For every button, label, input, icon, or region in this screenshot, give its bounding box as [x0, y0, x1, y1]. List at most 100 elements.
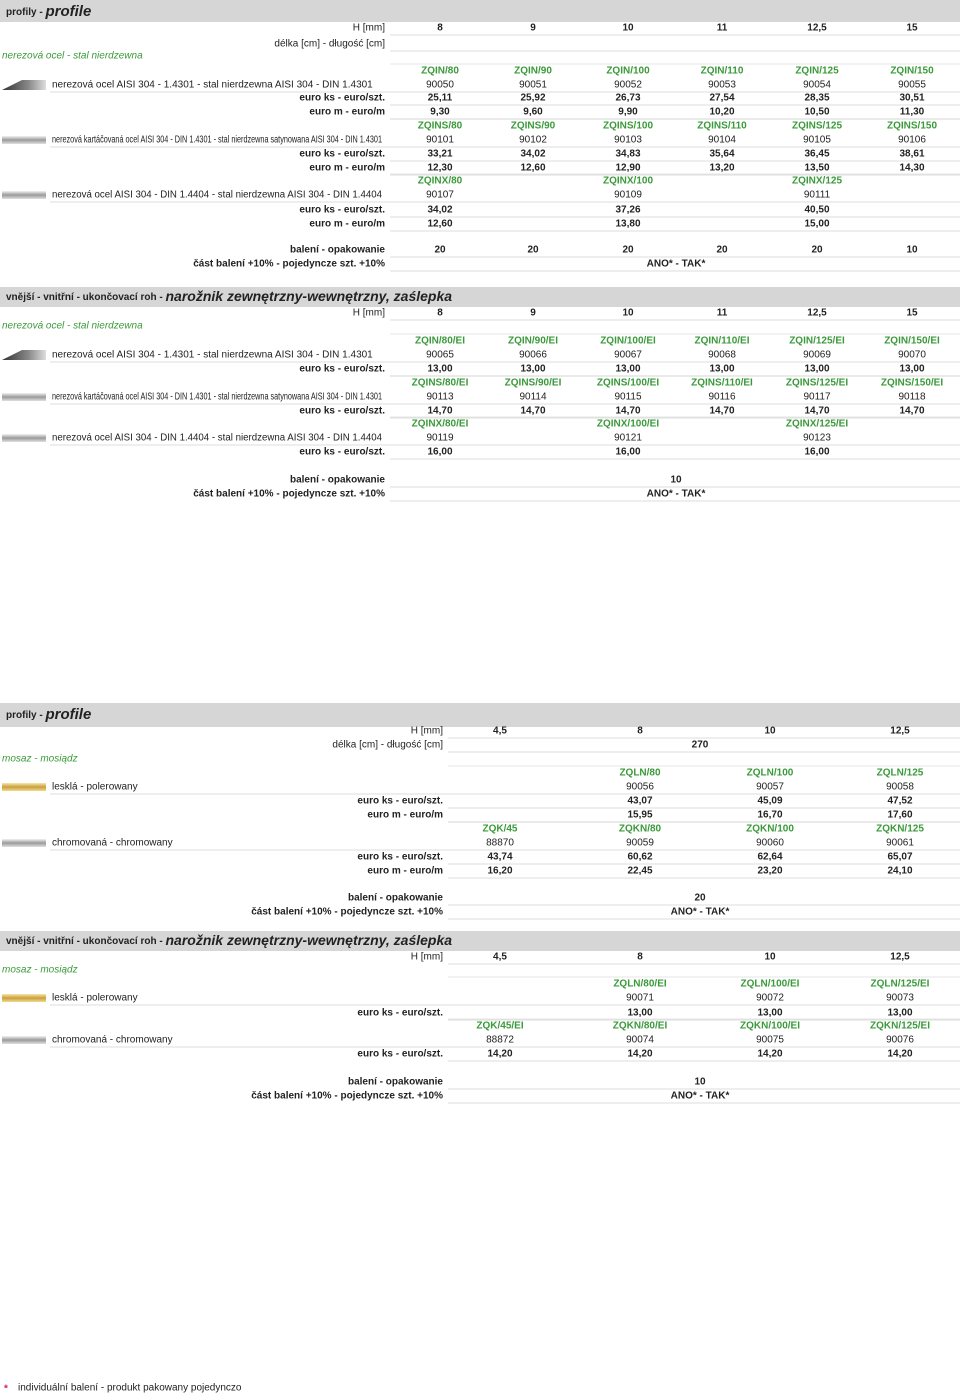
cell-value: 90071 [626, 993, 654, 1004]
product-code: ZQINS/125/EI [786, 378, 848, 389]
product-description: nerezová ocel AISI 304 - 1.4301 - stal n… [52, 350, 373, 361]
cell-value: 90116 [708, 392, 736, 403]
cell-value: 90068 [708, 350, 736, 361]
swatch [2, 393, 46, 401]
cell-value: 20 [527, 245, 539, 256]
product-code: ZQLN/80 [619, 768, 661, 779]
cell-value: 43,74 [487, 852, 512, 863]
product-code: ZQIN/100 [606, 66, 650, 77]
price-label: euro m - euro/m [367, 866, 443, 877]
product-code: ZQKN/125/EI [870, 1021, 930, 1032]
cell-value: 12,60 [520, 163, 545, 174]
cell-value: 65,07 [887, 852, 912, 863]
cell-value: 9,90 [618, 107, 638, 118]
cell-value: 20 [434, 245, 446, 256]
cell-value: 14,70 [520, 406, 545, 417]
cell-value: 45,09 [757, 796, 782, 807]
cell-value: 62,64 [757, 852, 782, 863]
cell-value: ANO* - TAK* [647, 489, 706, 500]
product-code: ZQKN/80/EI [613, 1021, 668, 1032]
cell-value: 14,70 [427, 406, 452, 417]
cell-value: 16,70 [757, 810, 782, 821]
cell-value: 90102 [519, 135, 547, 146]
cell-value: 12,5 [890, 726, 910, 737]
cell-value: 13,00 [627, 1008, 652, 1019]
h-label: H [mm] [353, 23, 385, 34]
title-cz: profily - [6, 7, 45, 18]
cell-value: 90104 [708, 135, 736, 146]
cell-value: 9 [530, 23, 536, 34]
title-pl: narožnik zewnętrzny-wewnętrzny, zaślepka [165, 288, 452, 304]
cell-value: 35,64 [709, 149, 734, 160]
price-label: euro ks - euro/szt. [299, 149, 385, 160]
price-label: euro ks - euro/szt. [357, 796, 443, 807]
cell-value: 88870 [486, 838, 514, 849]
product-code: ZQINS/110 [697, 121, 747, 132]
product-code: ZQINS/80 [418, 121, 463, 132]
pack-label: část balení +10% - pojedyncze szt. +10% [193, 259, 385, 270]
cell-value: 90111 [804, 190, 831, 201]
cell-value: 10 [622, 23, 634, 34]
swatch [2, 434, 46, 442]
product-description: lesklá - polerowany [52, 993, 138, 1004]
cell-value: 28,35 [804, 93, 829, 104]
cell-value: 14,20 [757, 1049, 782, 1060]
product-description: chromovaná - chromowany [52, 838, 173, 849]
cell-value: 90051 [519, 80, 547, 91]
cell-value: 90057 [756, 782, 784, 793]
cell-value: 90075 [756, 1035, 784, 1046]
h-label: H [mm] [411, 952, 443, 963]
cell-value: 14,20 [487, 1049, 512, 1060]
cell-value: 20 [811, 245, 823, 256]
cell-value: 90053 [708, 80, 736, 91]
cell-value: 90123 [803, 433, 831, 444]
price-label: euro ks - euro/szt. [357, 1049, 443, 1060]
product-code: ZQIN/150/EI [884, 336, 940, 347]
section-title: vnější - vnitřní - ukončovací roh - naro… [6, 288, 452, 304]
cell-value: 20 [622, 245, 634, 256]
cell-value: 8 [637, 952, 643, 963]
product-code: ZQINX/100 [603, 176, 653, 187]
cell-value: 15 [906, 308, 918, 319]
swatch [2, 80, 46, 90]
product-code: ZQIN/80 [421, 66, 459, 77]
cell-value: 13,20 [709, 163, 734, 174]
cell-value: 33,21 [427, 149, 452, 160]
cell-value: 90069 [803, 350, 831, 361]
material-label: nerezová ocel - stal nierdzewna [2, 321, 143, 332]
title-pl: narožnik zewnętrzny-wewnętrzny, zaślepka [165, 932, 452, 948]
price-label: euro ks - euro/szt. [299, 406, 385, 417]
cell-value: 9,60 [523, 107, 543, 118]
cell-value: 14,70 [804, 406, 829, 417]
cell-value: 9,30 [430, 107, 450, 118]
cell-value: 9 [530, 308, 536, 319]
h-label: H [mm] [353, 308, 385, 319]
product-code: ZQINS/100 [603, 121, 653, 132]
len-label: délka [cm] - długość [cm] [332, 740, 443, 751]
cell-value: 13,00 [887, 1008, 912, 1019]
cell-value: 16,00 [615, 447, 640, 458]
product-code: ZQINX/80 [418, 176, 463, 187]
cell-value: 8 [437, 308, 443, 319]
cell-value: 90117 [803, 392, 831, 403]
cell-value: 90105 [803, 135, 831, 146]
price-label: euro m - euro/m [309, 107, 385, 118]
cell-value: 12,5 [890, 952, 910, 963]
cell-value: 90076 [886, 1035, 914, 1046]
cell-value: 90101 [426, 135, 454, 146]
product-code: ZQINX/125 [792, 176, 842, 187]
cell-value: 8 [637, 726, 643, 737]
product-code: ZQINS/90 [511, 121, 556, 132]
cell-value: 10 [764, 726, 776, 737]
product-code: ZQINS/150/EI [881, 378, 943, 389]
cell-value: 15,95 [627, 810, 652, 821]
cell-value: 14,30 [899, 163, 924, 174]
cell-value: 15 [906, 23, 918, 34]
pack-label: část balení +10% - pojedyncze szt. +10% [251, 1091, 443, 1102]
price-label: euro m - euro/m [309, 163, 385, 174]
product-code: ZQINX/80/EI [412, 419, 469, 430]
cell-value: 36,45 [804, 149, 829, 160]
cell-value: 16,20 [487, 866, 512, 877]
cell-value: 60,62 [627, 852, 652, 863]
